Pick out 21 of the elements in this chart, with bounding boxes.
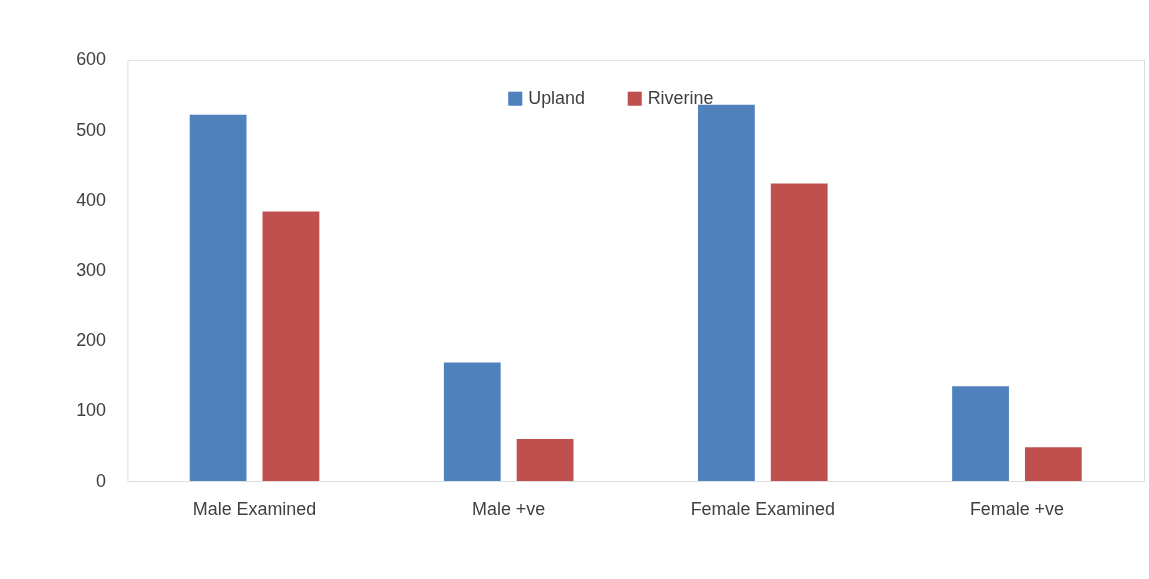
bar <box>516 438 574 482</box>
y-tick-label: 400 <box>76 189 107 210</box>
bar <box>1024 447 1082 482</box>
legend-label: Upland <box>528 87 585 108</box>
x-tick-label: Male Examined <box>192 499 317 520</box>
bar <box>698 104 755 482</box>
x-tick-label: Female +ve <box>969 499 1065 520</box>
bar <box>443 362 501 482</box>
y-tick-label: 100 <box>76 400 107 421</box>
y-tick-label: 0 <box>96 470 107 491</box>
x-tick-label: Female Examined <box>690 499 835 520</box>
y-tick-label: 500 <box>76 119 107 140</box>
x-tick-label: Male +ve <box>472 499 546 520</box>
bar <box>262 211 320 482</box>
bar <box>770 183 828 482</box>
y-tick-label: 200 <box>76 330 107 351</box>
y-tick-label: 600 <box>76 49 107 70</box>
bar <box>952 386 1009 482</box>
y-tick-label: 300 <box>76 259 107 280</box>
legend-label: Riverine <box>647 87 714 108</box>
bar <box>189 114 247 482</box>
